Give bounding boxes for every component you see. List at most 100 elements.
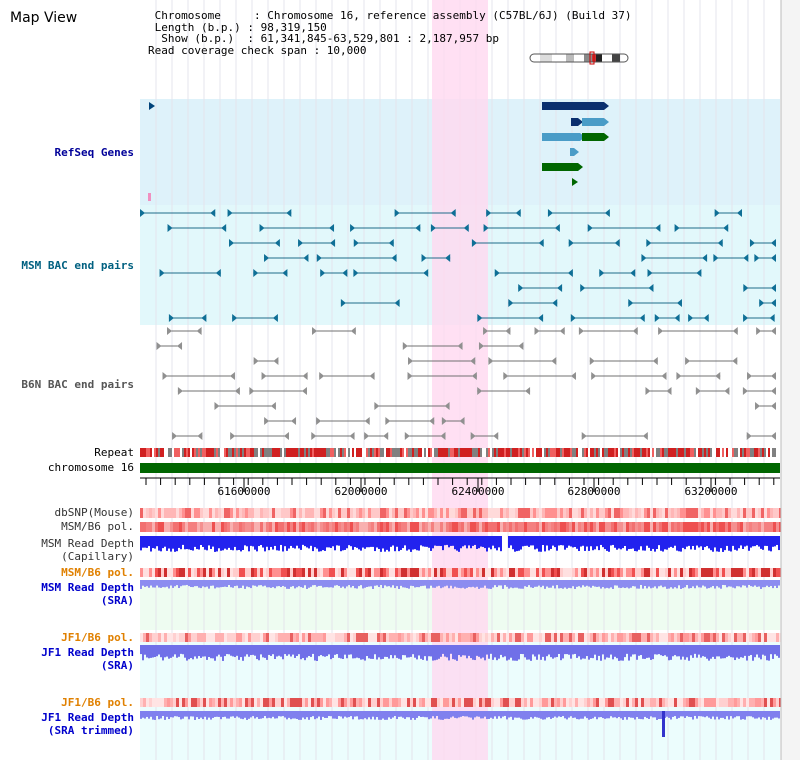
jf1-trimmed-depth-bar [366, 711, 368, 720]
msm-bac-end-marker [298, 239, 304, 247]
msm-bac-end-marker [771, 239, 776, 247]
b6n-bac-end-marker [177, 387, 183, 395]
jf1-trimmed-depth-bar [234, 711, 236, 718]
jf1-pol2-cell [200, 698, 203, 707]
axis-tick-label: 62400000 [452, 485, 505, 498]
jf1-sra-depth-bar [386, 645, 388, 657]
msm-pol2-cell [245, 568, 248, 577]
jf1-trimmed-depth-bar [378, 711, 380, 720]
repeat-block [534, 448, 536, 457]
msm-sra-depth-bar [704, 580, 706, 587]
jf1-pol2-cell [338, 698, 341, 707]
msm-pol2-cell [764, 568, 767, 577]
msm-depth-capillary-label[interactable]: MSM Read Depth [41, 537, 134, 550]
msm-pol-cell [254, 522, 257, 532]
jf1-pol2-cell [641, 698, 644, 707]
jf1-trimmed-depth-bar [472, 711, 474, 720]
msm-capillary-depth-bar [616, 536, 618, 550]
msm-pol-cell [575, 522, 578, 532]
msm-capillary-depth-bar [644, 536, 646, 551]
msm-pol2-cell [455, 568, 458, 577]
jf1-pol-cell [440, 633, 443, 642]
jf1-pol2-cell [623, 698, 626, 707]
repeat-block [354, 448, 356, 457]
dbsnp-cell [587, 508, 590, 518]
msm-capillary-depth-bar [412, 536, 414, 550]
b6n-bac-end-marker [249, 387, 255, 395]
jf1-pol-cell [719, 633, 722, 642]
jf1-pol-cell [419, 633, 422, 642]
jf1-sra-depth-bar [634, 645, 636, 655]
jf1-b6-pol-2-label[interactable]: JF1/B6 pol. [61, 696, 134, 709]
msm-sra-depth-bar [564, 580, 566, 588]
msm-pol2-cell [476, 568, 479, 577]
jf1-sra-depth-bar [220, 645, 222, 657]
dbsnp-cell [290, 508, 293, 518]
b6n-bac-end-marker [589, 357, 595, 365]
jf1-sra-depth-bar [516, 645, 518, 661]
msm-pol-cell [413, 522, 416, 532]
jf1-trimmed-depth-bar [490, 711, 492, 718]
b6n-bac-end-marker [301, 387, 307, 395]
msm-pol2-cell [326, 568, 329, 577]
msm-bac-end-marker [759, 299, 765, 307]
msm-bac-track-label[interactable]: MSM BAC end pairs [21, 259, 134, 272]
msm-pol-cell [632, 522, 635, 532]
jf1-pol-cell [503, 633, 506, 642]
msm-sra-depth-bar [176, 580, 178, 586]
msm-pol2-cell [383, 568, 386, 577]
msm-pol-cell [203, 522, 206, 532]
jf1-b6-pol-label[interactable]: JF1/B6 pol. [61, 631, 134, 644]
b6n-bac-track-label[interactable]: B6N BAC end pairs [21, 378, 134, 391]
msm-capillary-depth-bar [160, 536, 162, 552]
jf1-pol2-cell [617, 698, 620, 707]
jf1-sra-depth-bar [182, 645, 184, 655]
jf1-pol2-cell [590, 698, 593, 707]
jf1-trimmed-depth-bar [352, 711, 354, 720]
refseq-track-label[interactable]: RefSeq Genes [54, 146, 134, 159]
jf1-trimmed-depth-bar [624, 711, 626, 718]
jf1-trimmed-depth-bar [286, 711, 288, 720]
msm-b6-pol-2-label[interactable]: MSM/B6 pol. [61, 566, 134, 579]
jf1-depth-trimmed-label[interactable]: JF1 Read Depth [41, 711, 134, 724]
msm-b6-pol-label[interactable]: MSM/B6 pol. [61, 520, 134, 533]
jf1-pol-cell [491, 633, 494, 642]
repeat-block [466, 448, 468, 457]
msm-capillary-depth-bar [564, 536, 566, 550]
jf1-sra-depth-bar [424, 645, 426, 657]
repeat-block [262, 448, 264, 457]
msm-sra-depth-bar [586, 580, 588, 586]
jf1-trimmed-depth-bar [546, 711, 548, 718]
ideogram-marker [589, 51, 595, 65]
jf1-pol-cell [704, 633, 707, 642]
dbsnp-cell [464, 508, 467, 518]
jf1-depth-sra-label[interactable]: JF1 Read Depth [41, 646, 134, 659]
msm-capillary-depth-bar [400, 536, 402, 550]
dbsnp-track-label[interactable]: dbSNP(Mouse) [54, 506, 134, 519]
msm-pol2-cell [440, 568, 443, 577]
jf1-pol-cell [368, 633, 371, 642]
msm-capillary-depth-bar [560, 536, 562, 546]
jf1-pol-cell [140, 633, 143, 642]
jf1-trimmed-depth-bar [446, 711, 448, 719]
msm-capillary-depth-bar [684, 536, 686, 550]
repeat-block [430, 448, 432, 457]
jf1-pol2-cell [275, 698, 278, 707]
dbsnp-cell [440, 508, 443, 518]
jf1-sra-depth-bar [458, 645, 460, 656]
msm-capillary-depth-bar [524, 536, 526, 546]
msm-capillary-depth-bar [178, 536, 180, 548]
msm-capillary-depth-bar [458, 536, 460, 552]
msm-depth-sra-label[interactable]: MSM Read Depth [41, 581, 134, 594]
repeat-block [564, 448, 566, 457]
jf1-pol2-cell [320, 698, 323, 707]
msm-capillary-depth-bar [748, 536, 750, 551]
jf1-pol-cell [248, 633, 251, 642]
msm-pol2-cell [386, 568, 389, 577]
msm-capillary-depth-bar [534, 536, 536, 550]
msm-sra-depth-bar [514, 580, 516, 588]
repeat-block [320, 448, 322, 457]
msm-sra-depth-bar [652, 580, 654, 588]
msm-capillary-depth-bar [460, 536, 462, 549]
